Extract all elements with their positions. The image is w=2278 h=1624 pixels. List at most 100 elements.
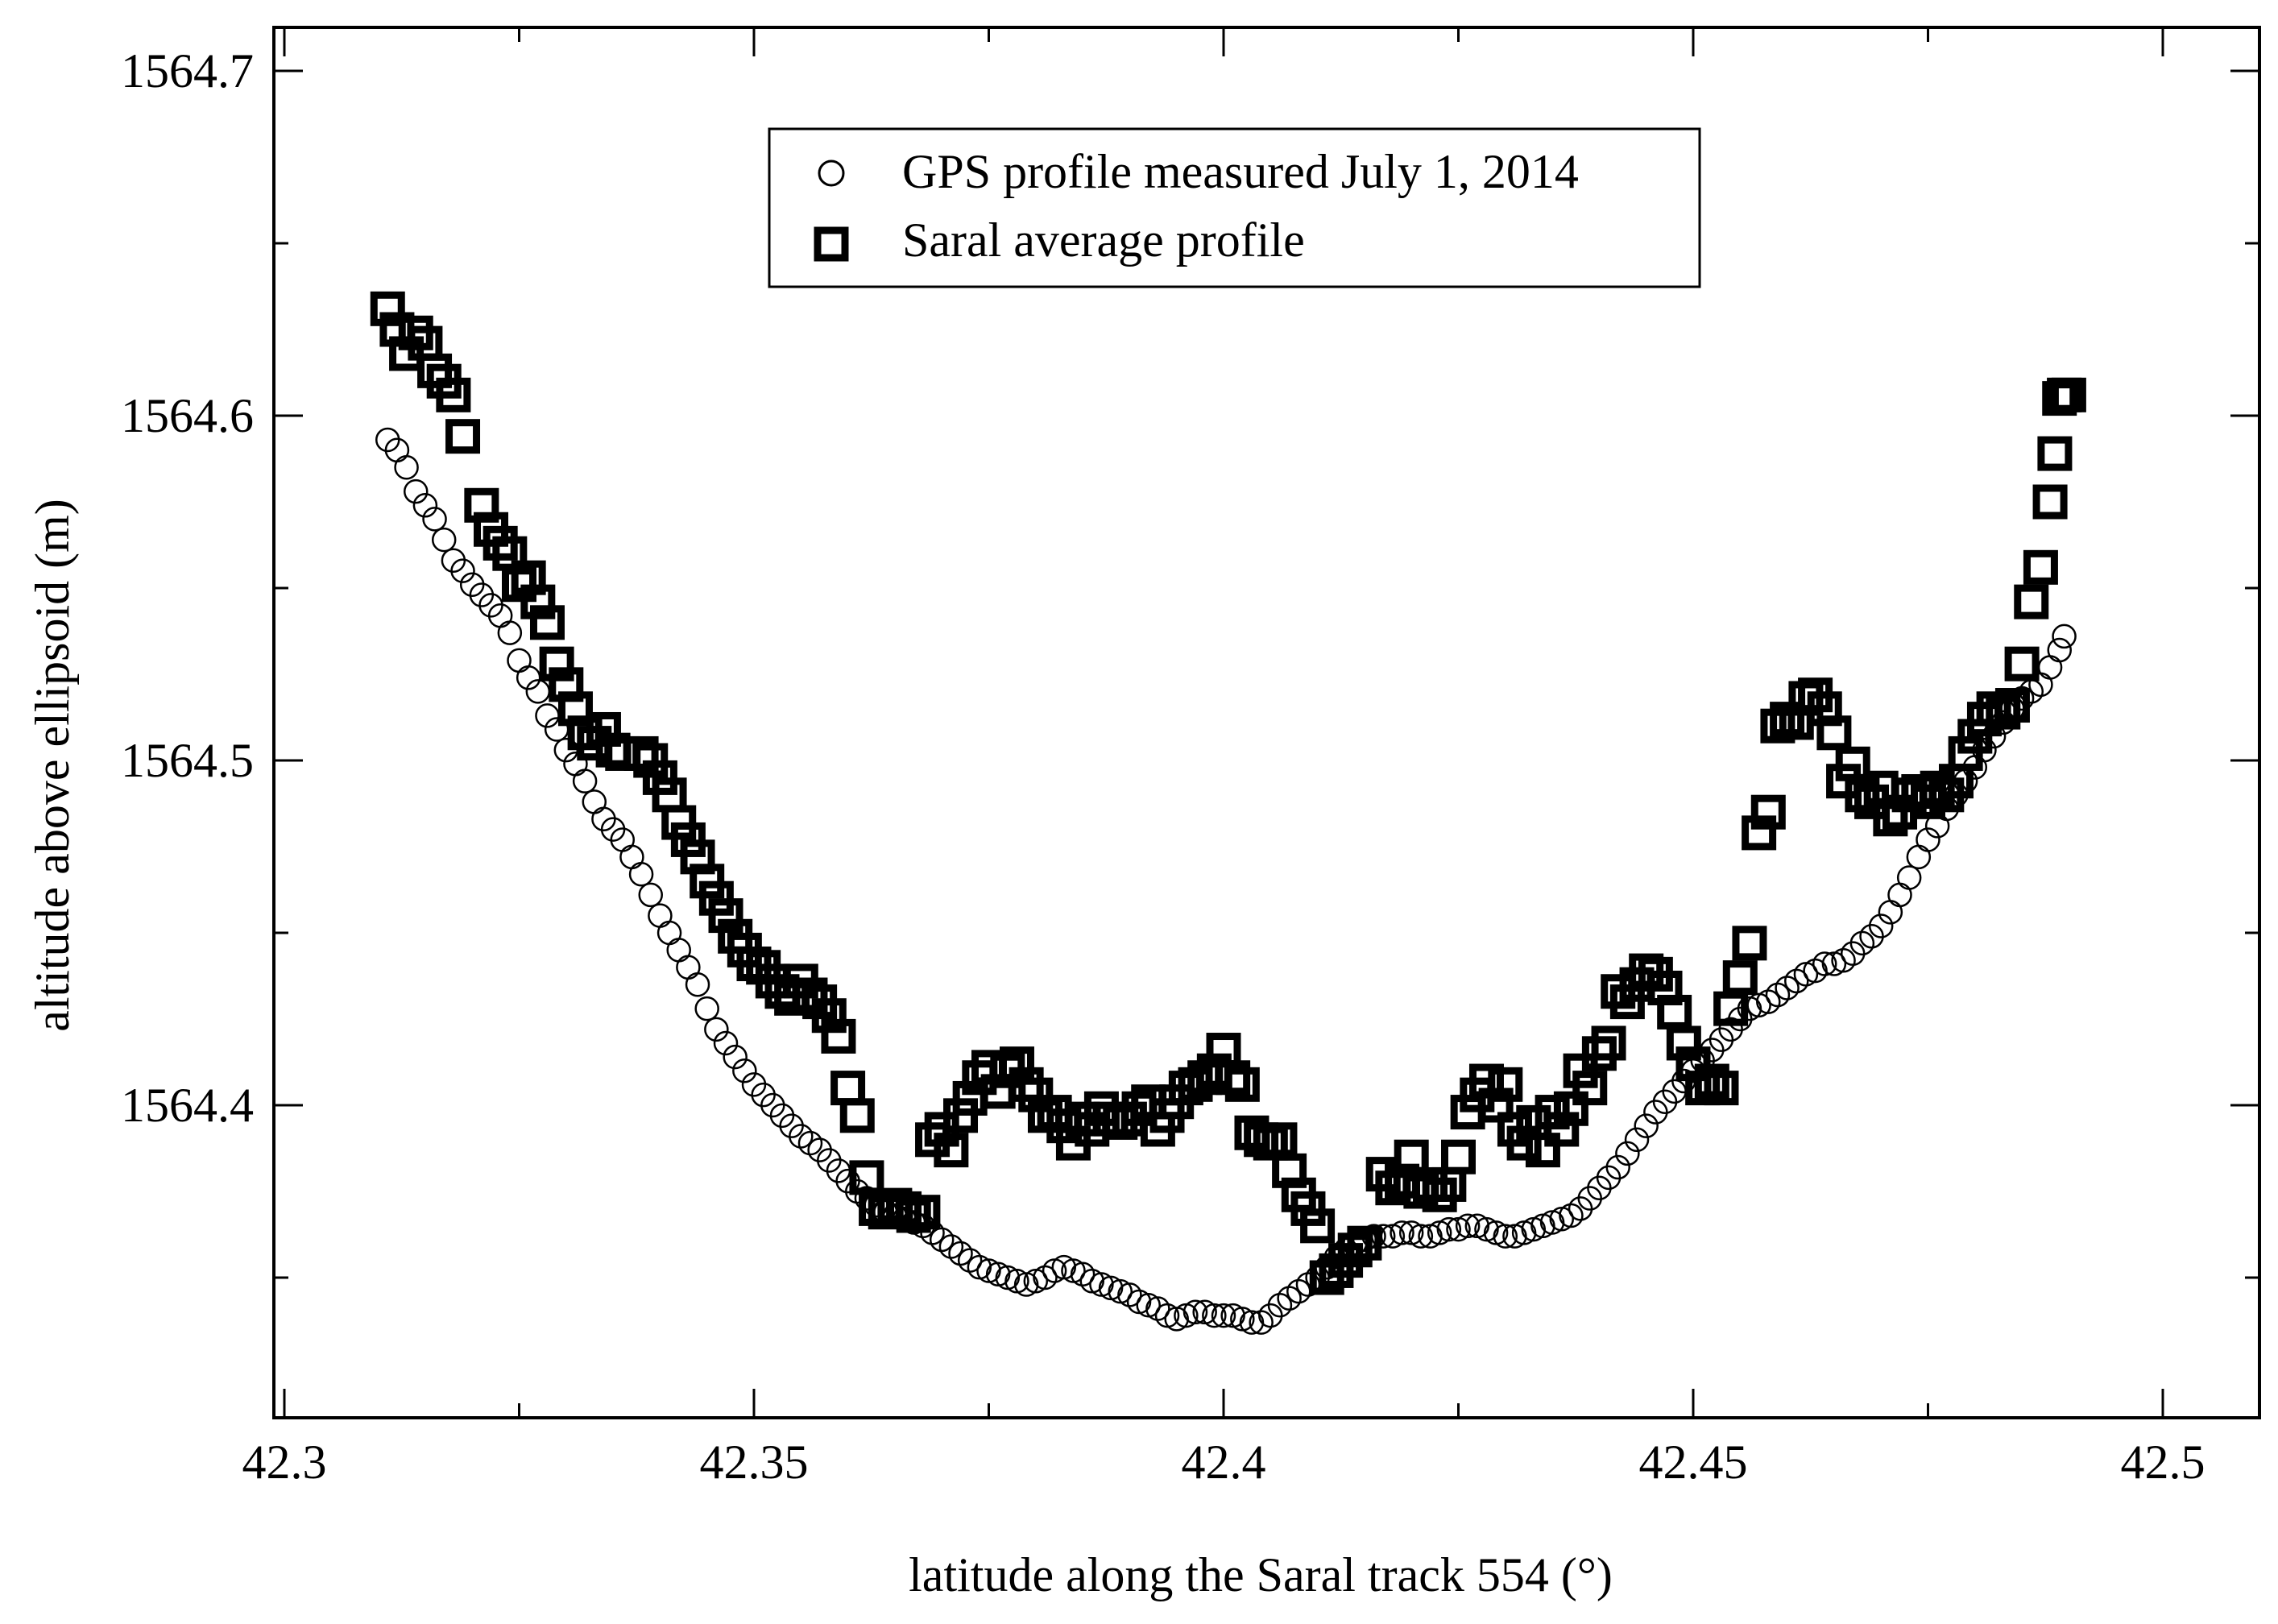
gps-point xyxy=(638,882,663,908)
gps-point xyxy=(422,507,447,532)
gps-point xyxy=(1868,914,1894,938)
gps-point xyxy=(497,620,523,645)
y-tick-label: 1564.6 xyxy=(121,389,254,442)
saral-point xyxy=(529,605,565,640)
saral-point xyxy=(586,711,621,747)
saral-point xyxy=(370,291,405,326)
gps-point xyxy=(1455,1213,1481,1239)
saral-point xyxy=(849,1160,884,1195)
saral-point xyxy=(905,1195,941,1230)
saral-point xyxy=(1216,1060,1251,1096)
gps-point xyxy=(1390,1220,1414,1245)
gps-point xyxy=(1634,1113,1659,1138)
y-axis-title: altitude above ellipsoid (m) xyxy=(26,499,79,1032)
legend-saral-marker xyxy=(814,226,849,262)
gps-point xyxy=(723,1044,748,1070)
data-series xyxy=(370,291,2086,1335)
legend-box xyxy=(768,127,1701,288)
gps-point xyxy=(1182,1299,1208,1325)
saral-point xyxy=(1337,1232,1373,1268)
gps-point xyxy=(2052,624,2077,649)
legend: GPS profile measured July 1, 2014 Saral … xyxy=(768,127,1701,288)
y-tick-label: 1564.4 xyxy=(121,1079,254,1132)
gps-point xyxy=(1605,1154,1630,1180)
saral-point xyxy=(1488,1067,1523,1102)
saral-point xyxy=(1742,815,1777,851)
saral-point xyxy=(999,1046,1034,1082)
gps-point xyxy=(431,527,457,553)
gps-point xyxy=(450,558,475,583)
saral-point xyxy=(1441,1139,1476,1174)
gps-point xyxy=(1436,1216,1462,1242)
saral-point xyxy=(821,1018,856,1054)
saral-point xyxy=(1685,1071,1721,1106)
saral-point xyxy=(793,977,828,1013)
gps-point xyxy=(694,996,719,1021)
axis-ticks xyxy=(274,27,2259,1418)
gps-point xyxy=(1408,1224,1434,1249)
saral-point xyxy=(708,898,743,934)
saral-point xyxy=(2004,646,2040,682)
saral-point xyxy=(1657,994,1692,1030)
legend-gps-label: GPS profile measured July 1, 2014 xyxy=(902,145,1579,198)
gps-point xyxy=(704,1017,729,1042)
saral-point xyxy=(1591,1025,1626,1061)
x-tick-label: 42.45 xyxy=(1639,1436,1748,1489)
saral-point xyxy=(1713,991,1749,1026)
gps-point xyxy=(1812,951,1837,976)
saral-point xyxy=(1666,1025,1701,1061)
saral-point xyxy=(445,419,481,454)
gps-point xyxy=(572,768,598,793)
saral-point xyxy=(1224,1067,1260,1102)
saral-point xyxy=(1986,694,2021,730)
x-tick-label: 42.3 xyxy=(242,1436,327,1489)
gps-point xyxy=(1615,1141,1640,1166)
saral-point xyxy=(520,584,556,619)
saral-point xyxy=(1394,1139,1429,1174)
gps-point xyxy=(403,478,429,504)
gps-point xyxy=(412,493,438,518)
saral-point xyxy=(1732,926,1767,961)
saral-point xyxy=(539,646,574,682)
gps-point xyxy=(1896,865,1922,890)
saral-point xyxy=(934,1133,969,1168)
saral-point xyxy=(1845,777,1880,813)
x-tick-label: 42.4 xyxy=(1182,1436,1266,1489)
saral-point xyxy=(492,536,528,571)
saral-point xyxy=(1835,746,1870,781)
legend-gps-marker xyxy=(818,160,845,187)
y-tick-label: 1564.7 xyxy=(121,44,254,97)
gps-point xyxy=(1239,1310,1265,1335)
series-saral xyxy=(370,291,2086,1295)
saral-point xyxy=(1347,1225,1382,1261)
saral-point xyxy=(1300,1208,1336,1244)
gps-point xyxy=(1624,1127,1650,1153)
saral-point xyxy=(1722,960,1758,996)
gps-point xyxy=(1211,1303,1236,1328)
x-axis-title: latitude along the Saral track 554 (°) xyxy=(909,1548,1613,1601)
saral-point xyxy=(1525,1133,1560,1168)
x-tick-label: 42.35 xyxy=(700,1436,809,1489)
saral-point xyxy=(839,1098,875,1133)
saral-point xyxy=(1704,1071,1739,1106)
gps-point xyxy=(713,1030,739,1056)
y-tick-label: 1564.5 xyxy=(121,734,254,787)
saral-point xyxy=(623,735,659,771)
saral-point xyxy=(2032,484,2068,520)
saral-point xyxy=(1694,1063,1729,1099)
saral-point xyxy=(436,377,471,412)
saral-point xyxy=(887,1191,922,1226)
gps-point xyxy=(1202,1303,1227,1328)
saral-point xyxy=(1873,802,1908,837)
saral-point xyxy=(2023,549,2058,585)
saral-point xyxy=(1816,715,1852,751)
saral-point xyxy=(1262,1122,1298,1158)
plot-area-frame xyxy=(272,26,2261,1419)
gps-point xyxy=(1916,827,1940,852)
saral-point xyxy=(1920,770,1955,806)
gps-point xyxy=(1493,1224,1518,1249)
saral-point xyxy=(2014,584,2049,619)
saral-point xyxy=(1572,1071,1608,1106)
gps-point xyxy=(394,454,419,480)
